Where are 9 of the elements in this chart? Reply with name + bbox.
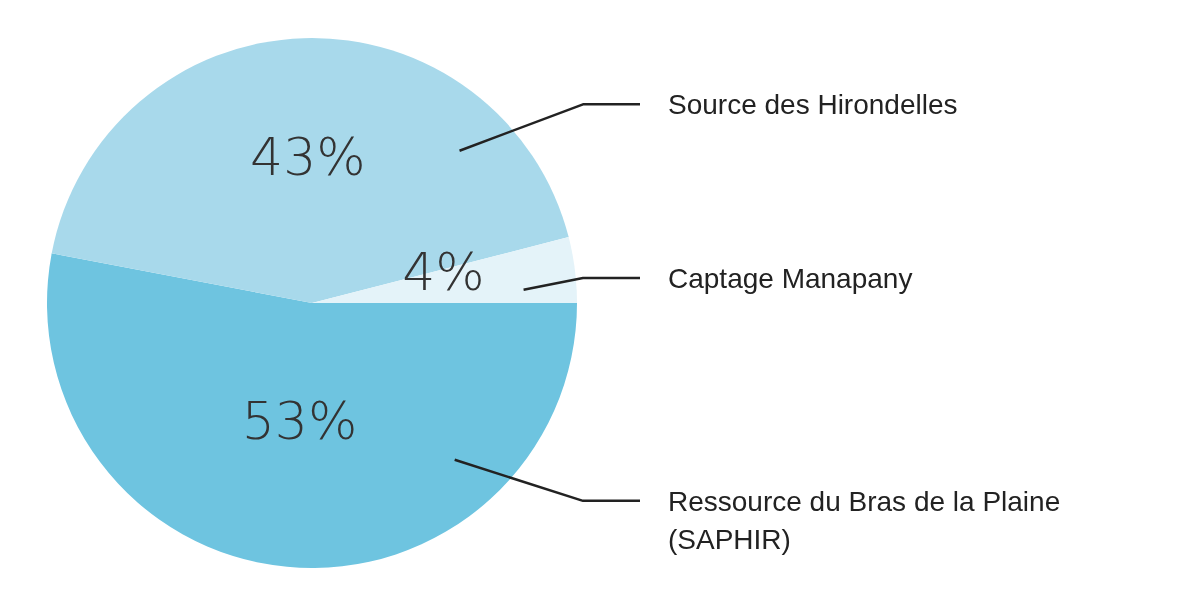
data-label: 4%: [402, 242, 485, 303]
slice-label: Ressource du Bras de la Plaine (SAPHIR): [668, 485, 1061, 555]
pie-slice: [51, 38, 569, 303]
data-label: 43%: [250, 126, 366, 187]
slice-label: Source des Hirondelles: [668, 89, 958, 121]
slice-label: Captage Manapany: [668, 263, 913, 295]
pie-slice: [47, 253, 577, 568]
pie-slice: [312, 237, 577, 303]
data-label: 53%: [241, 390, 358, 451]
